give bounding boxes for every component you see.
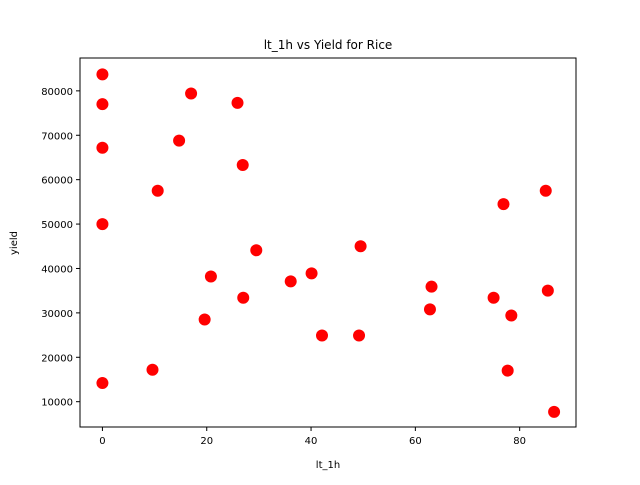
y-tick-label: 70000 [41, 131, 73, 142]
x-tick-label: 20 [200, 436, 213, 447]
data-point [96, 98, 109, 111]
y-tick-label: 40000 [41, 264, 73, 275]
data-point [96, 377, 109, 390]
data-point [198, 313, 211, 326]
data-point [96, 141, 109, 154]
x-tick-label: 80 [513, 436, 526, 447]
data-point [96, 68, 109, 81]
data-point [539, 184, 552, 197]
data-point [425, 280, 438, 293]
data-point [353, 329, 366, 342]
y-tick-label: 50000 [41, 220, 73, 231]
x-tick-label: 60 [409, 436, 422, 447]
x-axis-ticks: 0 20 40 60 80 [99, 427, 526, 447]
plot-frame [79, 57, 577, 428]
y-axis-ticks: 10000 20000 30000 40000 50000 60000 70000 80000 [41, 87, 80, 409]
y-tick-label: 10000 [41, 398, 73, 409]
data-point [548, 405, 561, 418]
data-point [423, 303, 436, 316]
data-point [185, 87, 198, 100]
y-tick-label: 20000 [41, 353, 73, 364]
data-point [505, 309, 518, 322]
x-axis-label: lt_1h [316, 460, 340, 471]
y-tick-label: 80000 [41, 87, 73, 98]
data-point [96, 218, 109, 231]
data-point [305, 267, 318, 280]
data-point [284, 275, 297, 288]
data-point [250, 244, 263, 257]
x-tick-label: 0 [99, 436, 105, 447]
y-axis-label: yield [9, 231, 20, 255]
y-tick-label: 30000 [41, 309, 73, 320]
data-point [237, 291, 250, 304]
data-point [231, 96, 244, 109]
data-point [501, 364, 514, 377]
x-tick-label: 40 [305, 436, 318, 447]
data-point [151, 184, 164, 197]
data-point [487, 291, 500, 304]
data-point [497, 198, 510, 211]
data-point [541, 284, 554, 297]
data-point [204, 270, 217, 283]
data-point [146, 363, 159, 376]
chart-title: lt_1h vs Yield for Rice [264, 38, 393, 52]
data-point [236, 159, 249, 172]
data-point [354, 240, 367, 253]
data-point [316, 329, 329, 342]
y-tick-label: 60000 [41, 176, 73, 187]
data-point [173, 134, 186, 147]
data-points [96, 68, 561, 418]
